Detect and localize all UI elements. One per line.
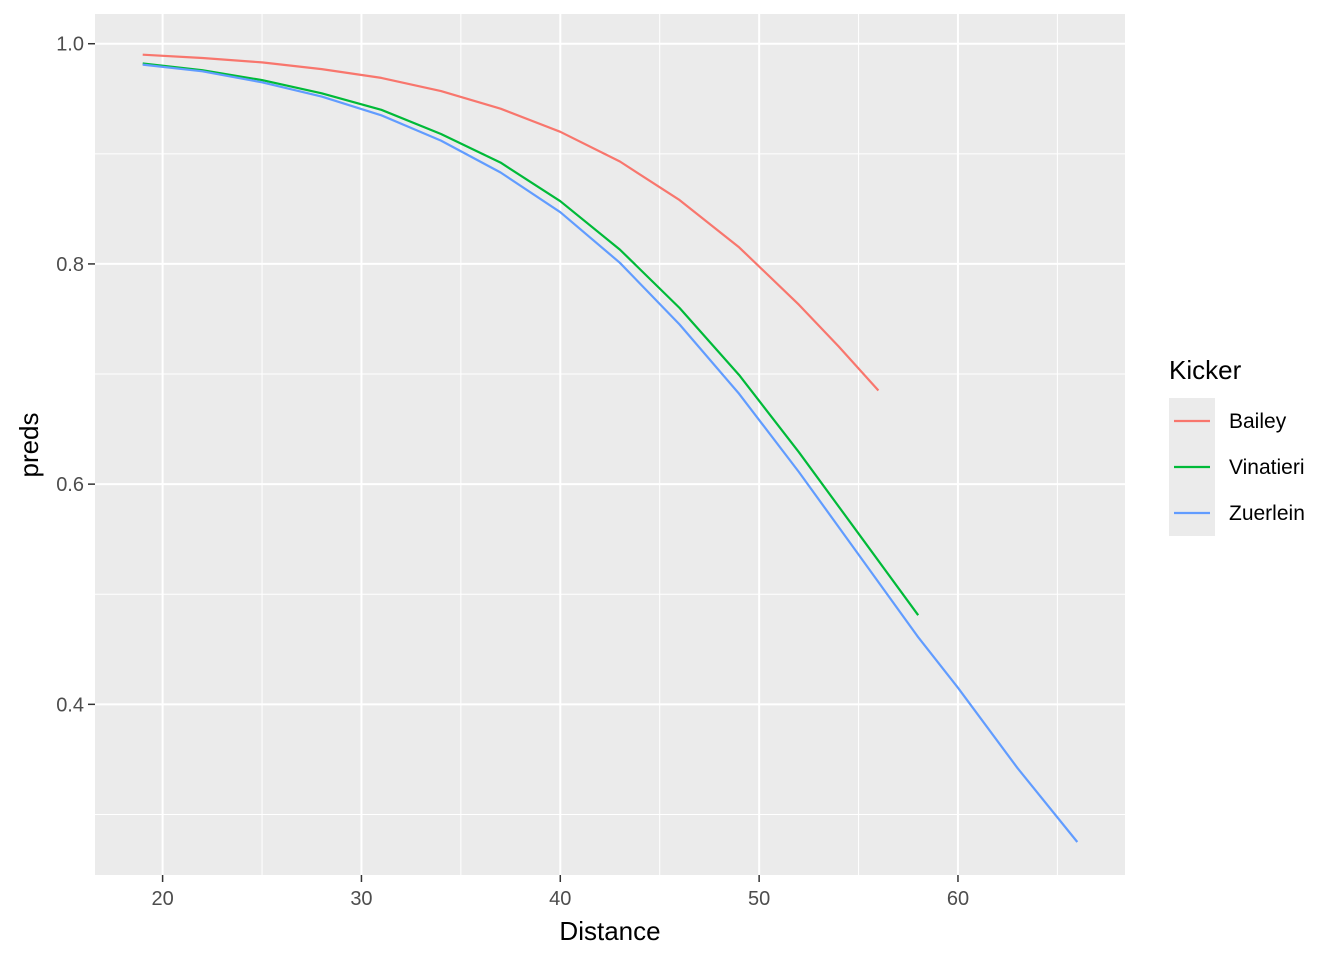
series-lines [142, 53, 1079, 843]
y-tick-label: 0.4 [56, 694, 84, 716]
x-tick-label: 50 [748, 888, 770, 910]
y-axis-title: preds [14, 412, 44, 477]
x-tick-label: 40 [549, 888, 571, 910]
legend-label: Bailey [1229, 410, 1287, 433]
series-line-bailey [142, 53, 880, 392]
grid-major [95, 14, 1125, 875]
series-line-vinatieri [142, 62, 920, 616]
y-tick-label: 0.8 [56, 254, 84, 276]
x-tick-label: 30 [350, 888, 372, 910]
x-tick-label: 60 [947, 888, 969, 910]
y-tick-label: 0.6 [56, 474, 84, 496]
grid-minor [95, 14, 1125, 875]
x-tick-label: 20 [151, 888, 173, 910]
axis-ticks [88, 42, 959, 882]
panel-background [95, 14, 1125, 875]
legend-title: Kicker [1169, 355, 1242, 385]
tick-labels: 20 30 40 50 60 0.4 0.6 0.8 1.0 [56, 34, 969, 910]
x-axis-title: Distance [559, 916, 660, 946]
legend-label: Vinatieri [1229, 456, 1305, 479]
y-tick-label: 1.0 [56, 34, 84, 56]
legend: Kicker Bailey Vinatieri Zuerlein [1169, 355, 1305, 536]
series-line-zuerlein [142, 63, 1079, 843]
legend-label: Zuerlein [1229, 502, 1305, 525]
